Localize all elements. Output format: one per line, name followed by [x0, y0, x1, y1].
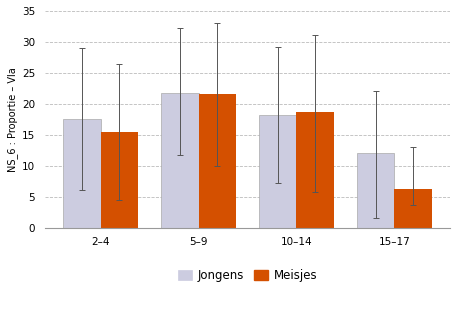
Y-axis label: NS_6 : Proportie – Vla: NS_6 : Proportie – Vla — [7, 67, 18, 172]
Legend: Jongens, Meisjes: Jongens, Meisjes — [173, 264, 322, 286]
Bar — [357, 153, 394, 228]
Bar — [259, 115, 297, 228]
Bar — [161, 93, 198, 228]
Bar — [64, 119, 101, 228]
Bar — [101, 131, 138, 228]
Bar — [198, 95, 236, 228]
Bar — [394, 189, 432, 228]
Bar — [297, 112, 334, 228]
